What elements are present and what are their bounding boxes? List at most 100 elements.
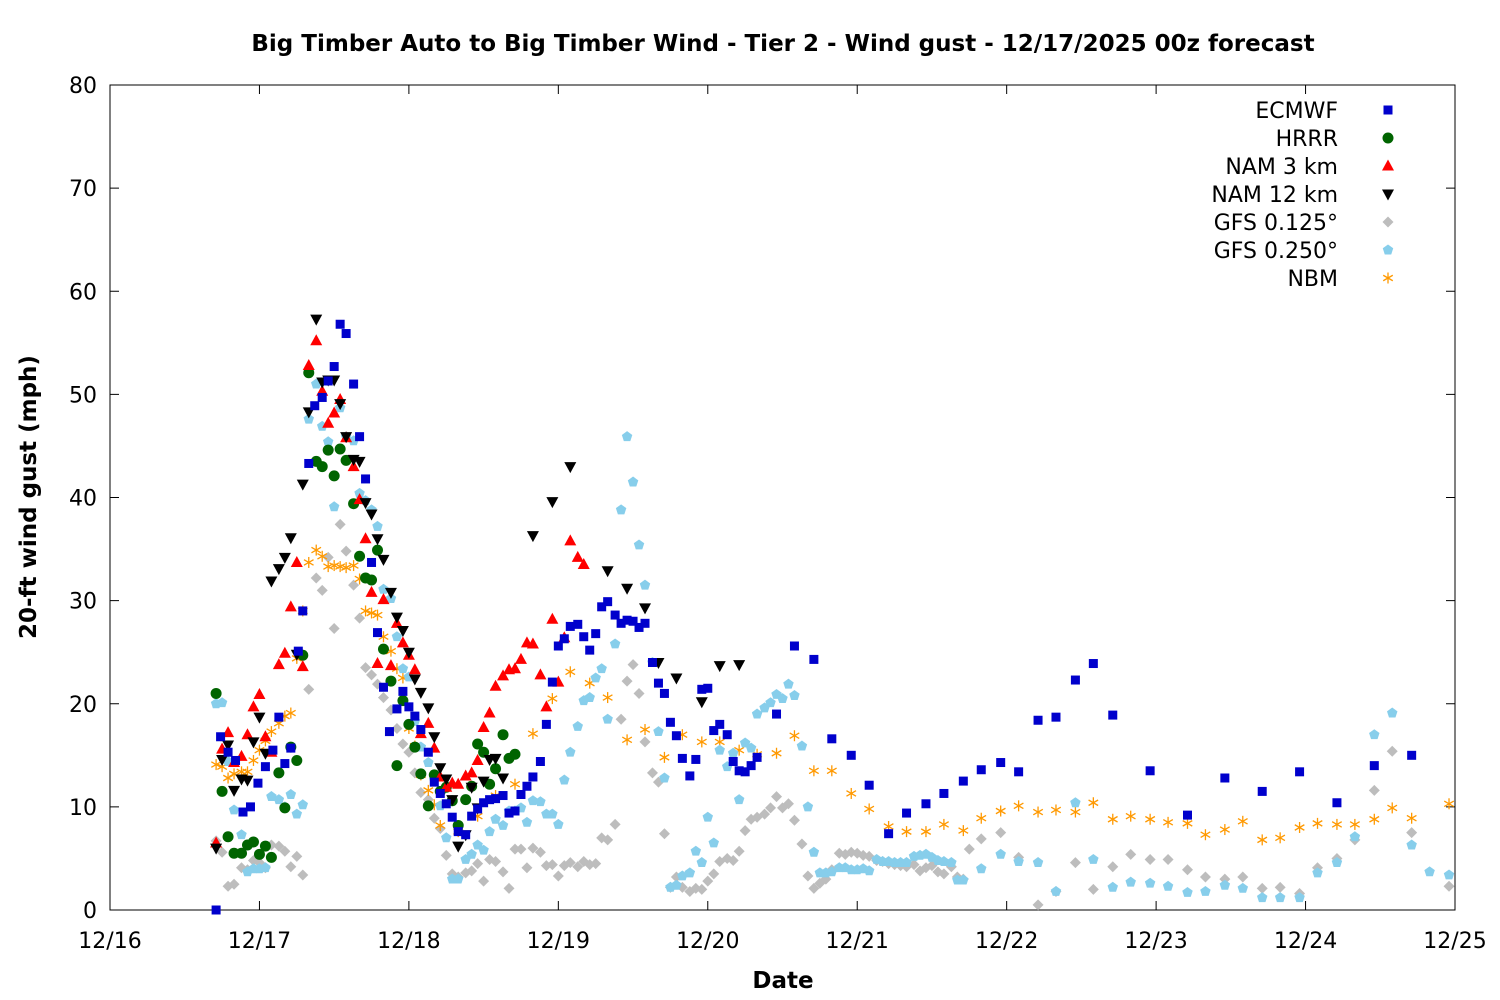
data-point-ecmwf [1033, 715, 1043, 725]
data-point-gfs-0-125 [1125, 848, 1137, 860]
data-point-ecmwf [245, 802, 255, 812]
data-point-nam-12-km [384, 587, 397, 599]
data-point-gfs-0-125 [552, 870, 564, 882]
asterisk-stroke [995, 807, 1006, 815]
data-point-ecmwf [591, 629, 601, 639]
asterisk-stroke [509, 780, 521, 788]
data-point-gfs-0-250 [1219, 879, 1231, 890]
data-point-gfs-0-125 [702, 875, 714, 887]
data-point-gfs-0-125 [509, 843, 521, 855]
data-point-nam-12-km [414, 687, 427, 699]
data-point-gfs-0-250 [303, 413, 314, 424]
asterisk-stroke [958, 827, 969, 834]
data-point-ecmwf [441, 799, 451, 809]
data-point-ecmwf [846, 750, 856, 760]
data-point-gfs-0-125 [808, 882, 820, 894]
data-point-gfs-0-250 [690, 845, 702, 856]
data-point-gfs-0-250 [490, 813, 501, 824]
chart-title: Big Timber Auto to Big Timber Wind - Tie… [251, 31, 1314, 57]
data-point-nbm [1257, 834, 1268, 846]
data-point-ecmwf [740, 767, 750, 777]
data-point-nbm [547, 693, 558, 705]
data-point-ecmwf [728, 757, 738, 766]
asterisk-stroke [1182, 820, 1193, 827]
series-nam-12-km [210, 314, 746, 855]
data-point-ecmwf [453, 827, 463, 837]
data-point-nam-12-km [371, 534, 384, 546]
data-point-ecmwf [310, 401, 320, 411]
asterisk-stroke [920, 828, 932, 835]
data-point-gfs-0-125 [247, 855, 259, 866]
data-point-gfs-0-250 [572, 720, 583, 731]
asterisk-stroke [1107, 815, 1118, 823]
data-point-gfs-0-125 [228, 878, 240, 890]
data-point-ecmwf [1220, 773, 1230, 783]
series-gfs-0-250 [210, 378, 1455, 903]
data-point-nbm [303, 556, 314, 568]
data-point-hrrr [265, 851, 277, 863]
data-point-gfs-0-250 [285, 789, 297, 799]
data-point-nam-3-km [272, 658, 285, 670]
data-point-nam-12-km [390, 612, 403, 624]
data-point-gfs-0-125 [291, 850, 303, 862]
data-point-gfs-0-250 [1274, 892, 1286, 903]
data-point-ecmwf [1257, 786, 1267, 796]
data-point-ecmwf [622, 615, 632, 625]
data-point-gfs-0-250 [378, 583, 389, 594]
data-point-nbm [958, 825, 969, 837]
data-point-nbm [1107, 813, 1118, 825]
data-point-nbm [242, 766, 253, 778]
data-point-hrrr [210, 687, 222, 699]
asterisk-stroke [335, 563, 346, 570]
data-point-nam-12-km [284, 533, 297, 545]
data-point-gfs-0-250 [826, 866, 838, 877]
asterisk-stroke [1257, 836, 1268, 844]
data-point-nam-3-km [564, 534, 577, 546]
data-point-gfs-0-125 [627, 659, 639, 671]
data-point-nam-3-km [310, 334, 323, 346]
data-point-nam-3-km [322, 416, 335, 428]
data-point-ecmwf [373, 628, 383, 638]
data-point-gfs-0-125 [415, 786, 427, 798]
data-point-ecmwf [1051, 712, 1061, 722]
data-point-nbm [901, 826, 912, 838]
data-point-ecmwf [392, 704, 402, 714]
data-point-nam-12-km [228, 785, 241, 797]
data-point-ecmwf [435, 788, 445, 798]
data-point-gfs-0-125 [1144, 853, 1156, 865]
data-point-nam-12-km [713, 661, 726, 673]
data-point-ecmwf [447, 812, 457, 822]
asterisk-stroke [1443, 800, 1455, 808]
data-point-ecmwf [341, 329, 351, 339]
data-point-gfs-0-125 [503, 882, 515, 894]
data-point-gfs-0-250 [1256, 892, 1268, 903]
data-point-gfs-0-250 [397, 663, 409, 674]
data-point-gfs-0-250 [659, 772, 670, 783]
data-point-nam-12-km [695, 697, 708, 709]
legend-label-ecmwf: ECMWF [1255, 99, 1338, 124]
data-point-nam-3-km [508, 662, 521, 674]
data-point-nam-12-km [621, 583, 634, 595]
data-point-nbm [222, 772, 234, 784]
data-point-ecmwf [1014, 767, 1024, 777]
data-point-ecmwf [976, 765, 986, 775]
data-point-gfs-0-250 [602, 713, 613, 724]
data-point-gfs-0-250 [1387, 707, 1398, 718]
data-point-nam-3-km [247, 700, 260, 712]
data-point-gfs-0-125 [546, 859, 558, 871]
data-point-ecmwf [378, 682, 388, 692]
data-point-hrrr [415, 768, 427, 780]
data-point-ecmwf [329, 362, 339, 372]
data-point-gfs-0-250 [527, 795, 539, 806]
data-point-gfs-0-125 [1069, 857, 1081, 869]
data-point-gfs-0-125 [377, 692, 389, 704]
data-point-gfs-0-125 [303, 683, 315, 695]
data-point-hrrr [385, 675, 397, 687]
data-point-ecmwf [659, 688, 669, 698]
data-point-gfs-0-125 [527, 842, 539, 854]
data-point-nbm [341, 562, 352, 574]
asterisk-stroke [883, 823, 894, 830]
data-point-gfs-0-250 [946, 857, 957, 868]
data-point-gfs-0-125 [938, 868, 950, 880]
data-point-ecmwf [304, 458, 314, 468]
